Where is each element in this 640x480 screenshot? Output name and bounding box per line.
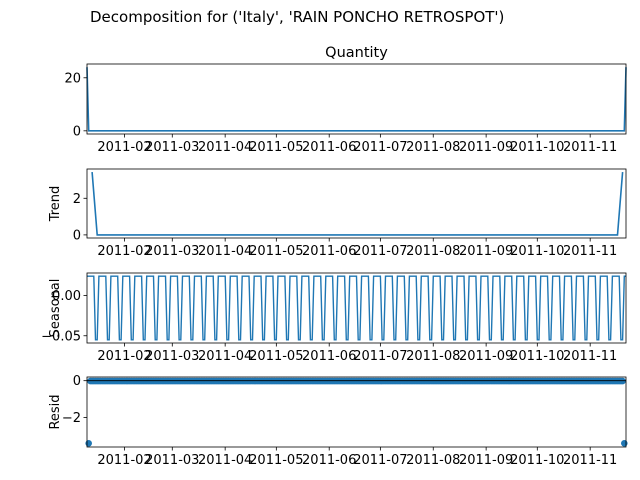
x-tick-label: 2011-03 xyxy=(145,349,199,364)
panel-title: Quantity xyxy=(325,45,388,61)
x-tick-label: 2011-02 xyxy=(97,244,151,259)
x-tick-label: 2011-09 xyxy=(459,140,513,155)
x-tick-label: 2011-07 xyxy=(353,244,407,259)
x-tick-label: 2011-05 xyxy=(249,244,303,259)
x-tick-label: 2011-02 xyxy=(97,349,151,364)
x-tick-label: 2011-02 xyxy=(97,453,151,468)
x-tick-label: 2011-11 xyxy=(563,140,617,155)
resid-outlier-point xyxy=(621,440,628,447)
x-tick-label: 2011-08 xyxy=(406,349,460,364)
x-tick-label: 2011-05 xyxy=(249,140,303,155)
x-tick-label: 2011-06 xyxy=(302,453,356,468)
y-axis-label: Trend xyxy=(48,186,63,223)
x-tick-label: 2011-03 xyxy=(145,453,199,468)
x-tick-label: 2011-06 xyxy=(302,244,356,259)
x-tick-label: 2011-05 xyxy=(249,349,303,364)
panel-3: 0.00−0.052011-022011-032011-042011-05201… xyxy=(41,272,627,364)
x-tick-label: 2011-11 xyxy=(563,453,617,468)
axes-frame xyxy=(86,168,627,239)
x-tick-label: 2011-11 xyxy=(563,349,617,364)
x-tick-label: 2011-04 xyxy=(198,140,252,155)
axes-frame xyxy=(86,376,627,448)
y-tick-label: 20 xyxy=(64,71,81,86)
resid-point xyxy=(619,377,626,385)
series-line xyxy=(91,172,624,236)
series-line xyxy=(86,67,627,132)
x-tick-label: 2011-09 xyxy=(459,453,513,468)
x-tick-label: 2011-08 xyxy=(406,244,460,259)
panel-1: 0202011-022011-032011-042011-052011-0620… xyxy=(64,45,627,155)
axes-frame xyxy=(86,272,627,344)
x-tick-label: 2011-03 xyxy=(145,244,199,259)
y-tick-label: −2 xyxy=(62,411,81,426)
y-axis-label: Seasonal xyxy=(48,279,63,338)
x-tick-label: 2011-05 xyxy=(249,453,303,468)
x-tick-label: 2011-07 xyxy=(353,453,407,468)
y-tick-label: 2 xyxy=(73,192,81,207)
panel-4: 0−22011-022011-032011-042011-052011-0620… xyxy=(48,374,628,468)
x-tick-label: 2011-07 xyxy=(353,349,407,364)
x-tick-label: 2011-04 xyxy=(198,244,252,259)
y-tick-label: 0.00 xyxy=(52,289,81,304)
seasonal-line xyxy=(87,275,626,341)
x-tick-label: 2011-10 xyxy=(510,349,564,364)
panel-2: 022011-022011-032011-042011-052011-06201… xyxy=(48,168,627,259)
x-tick-label: 2011-11 xyxy=(563,244,617,259)
y-axis-label: Resid xyxy=(48,394,63,429)
y-tick-label: 0 xyxy=(73,124,81,139)
x-tick-label: 2011-07 xyxy=(353,140,407,155)
y-tick-label: 0 xyxy=(73,374,81,389)
x-tick-label: 2011-04 xyxy=(198,453,252,468)
x-tick-label: 2011-10 xyxy=(510,453,564,468)
y-tick-label: 0 xyxy=(73,228,81,243)
x-tick-label: 2011-10 xyxy=(510,140,564,155)
axes-frame xyxy=(86,63,627,135)
resid-outlier-point xyxy=(85,440,92,447)
x-tick-label: 2011-03 xyxy=(145,140,199,155)
x-tick-label: 2011-06 xyxy=(302,349,356,364)
y-tick-label: −0.05 xyxy=(41,329,81,344)
x-tick-label: 2011-09 xyxy=(459,349,513,364)
x-tick-label: 2011-04 xyxy=(198,349,252,364)
x-tick-label: 2011-10 xyxy=(510,244,564,259)
x-tick-label: 2011-06 xyxy=(302,140,356,155)
figure-suptitle: Decomposition for ('Italy', 'RAIN PONCHO… xyxy=(90,8,504,26)
x-tick-label: 2011-09 xyxy=(459,244,513,259)
x-tick-label: 2011-08 xyxy=(406,453,460,468)
x-tick-label: 2011-08 xyxy=(406,140,460,155)
x-tick-label: 2011-02 xyxy=(97,140,151,155)
